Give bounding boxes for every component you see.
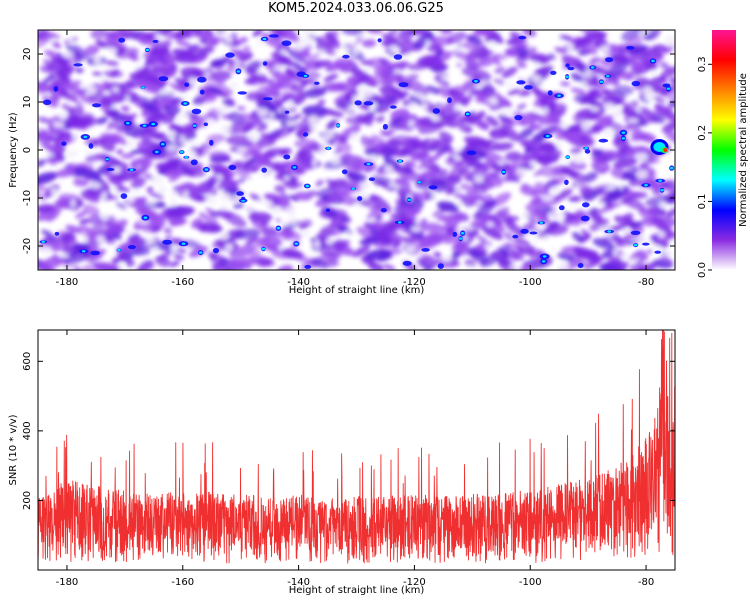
snr-xtick-label: -180	[56, 577, 79, 588]
heatmap-xtick-label: -80	[638, 277, 654, 288]
heatmap-xtick-label: -180	[56, 277, 79, 288]
heatmap-xlabel: Height of straight line (km)	[289, 285, 425, 296]
colorbar	[712, 30, 736, 270]
heatmap-xtick-label: -160	[171, 277, 194, 288]
colorbar-tick-label: 0.1	[697, 193, 708, 209]
snr-frame	[37, 329, 676, 571]
snr-ytick-label: 600	[22, 352, 33, 371]
snr-xtick-label: -160	[171, 577, 194, 588]
heatmap-ylabel: Frequency (Hz)	[8, 112, 19, 188]
colorbar-tick-label: 0.0	[697, 262, 708, 278]
snr-xtick-label: -80	[638, 577, 654, 588]
snr-series-line	[38, 330, 675, 564]
page-title: KOM5.2024.033.06.06.G25	[268, 1, 444, 16]
heatmap-ytick-label: 20	[22, 48, 33, 61]
snr-xlabel: Height of straight line (km)	[289, 585, 425, 596]
heatmap-ytick-label: -10	[22, 190, 33, 206]
heatmap-xtick-label: -120	[403, 277, 426, 288]
heatmap-texture	[38, 30, 675, 270]
snr-ylabel: SNR (10 * v/v)	[8, 414, 19, 485]
heatmap-area	[38, 30, 675, 270]
snr-xtick-label: -120	[403, 577, 426, 588]
heatmap-xtick-label: -140	[287, 277, 310, 288]
peak-marker	[663, 148, 668, 152]
colorbar-tick-label: 0.3	[697, 56, 708, 72]
snr-plot-area	[38, 330, 675, 564]
heatmap-hotspots	[39, 34, 675, 269]
heatmap-xtick-label: -100	[519, 277, 542, 288]
heatmap-ytick-label: 10	[22, 96, 33, 109]
colorbar-label: Normalized spectral amplitude	[738, 73, 749, 227]
colorbar-tick-label: 0.2	[697, 125, 708, 141]
snr-xtick-label: -100	[519, 577, 542, 588]
heatmap-ytick-label: -20	[22, 238, 33, 254]
heatmap-ytick-label: 0	[22, 147, 33, 153]
snr-xtick-label: -140	[287, 577, 310, 588]
snr-ytick-label: 200	[22, 491, 33, 510]
snr-ytick-label: 400	[22, 421, 33, 440]
